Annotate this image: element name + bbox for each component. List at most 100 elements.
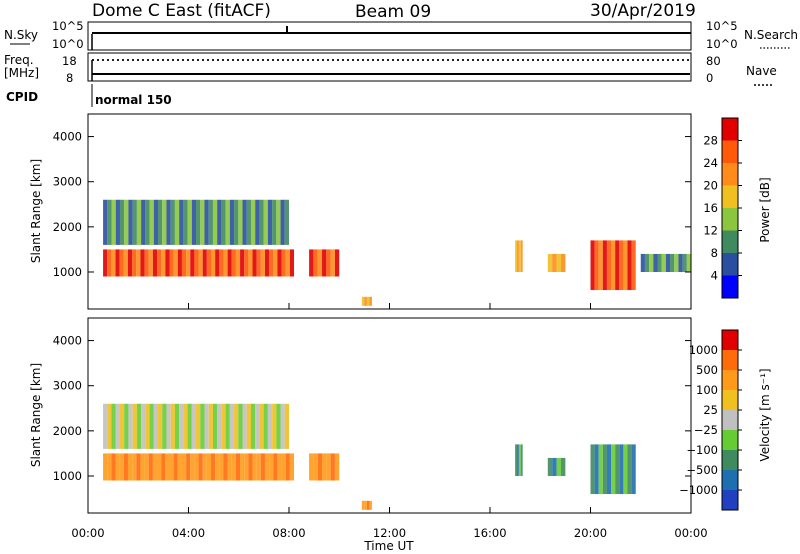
- xtick-label: 16:00: [473, 526, 506, 540]
- freq-panel: [87, 52, 692, 82]
- xaxis-label: Time UT: [363, 539, 414, 553]
- data-cell: [212, 199, 218, 245]
- data-cell: [132, 403, 137, 449]
- colorbar-swatch: [722, 450, 738, 470]
- data-cell: [194, 249, 199, 277]
- data-cell: [198, 453, 203, 481]
- data-cell: [665, 253, 671, 272]
- data-cell: [141, 199, 146, 245]
- data-cell: [289, 453, 295, 481]
- data-cell: [119, 453, 124, 481]
- data-cell: [644, 253, 650, 272]
- data-cell: [272, 199, 277, 245]
- data-cell: [657, 253, 662, 272]
- data-cell: [119, 199, 125, 245]
- data-cell: [611, 444, 616, 495]
- data-cell: [141, 403, 146, 449]
- data-cell: [223, 453, 228, 481]
- cpid-label: CPID: [6, 90, 38, 104]
- data-cell: [361, 296, 365, 306]
- data-cell: [127, 453, 133, 481]
- data-cell: [517, 444, 519, 476]
- velocity-colorbar: 1000 500 100 25 −25 −100 −500 −1000: [679, 329, 742, 511]
- data-cell: [202, 453, 207, 481]
- data-cell: [276, 199, 281, 245]
- data-cell: [221, 199, 226, 245]
- data-cell: [115, 199, 120, 245]
- noise-tick-bottom-right: 10^0: [706, 37, 738, 51]
- data-cell: [187, 199, 192, 245]
- data-cell: [309, 453, 314, 481]
- data-cell: [215, 453, 220, 481]
- power-data: [103, 199, 691, 306]
- data-cell: [132, 453, 137, 481]
- data-cell: [107, 249, 112, 277]
- data-cell: [206, 249, 212, 277]
- data-cell: [594, 444, 599, 495]
- colorbar-swatch: [722, 208, 738, 231]
- ytick-label: 2000: [53, 424, 82, 438]
- nave-tick-bottom: 0: [706, 71, 713, 85]
- data-cell: [552, 253, 557, 272]
- data-cell: [256, 249, 261, 277]
- data-cell: [158, 403, 163, 449]
- data-cell: [115, 249, 120, 277]
- data-cell: [174, 403, 180, 449]
- data-cell: [619, 240, 624, 291]
- data-cell: [148, 453, 153, 481]
- data-cell: [598, 444, 603, 495]
- data-cell: [277, 453, 282, 481]
- data-cell: [518, 444, 521, 476]
- data-cell: [246, 199, 251, 245]
- data-cell: [124, 403, 129, 449]
- velocity-colorbar-label: Velocity [m s⁻¹]: [758, 368, 772, 461]
- data-cell: [674, 253, 679, 272]
- data-cell: [140, 249, 145, 277]
- data-cell: [162, 403, 167, 449]
- data-cell: [158, 199, 163, 245]
- power-colorbar-label: Power [dB]: [758, 177, 772, 242]
- data-cell: [235, 453, 241, 481]
- power-panel: 4000 3000 2000 1000 Slant Range [km]: [29, 113, 692, 310]
- data-cell: [190, 249, 195, 277]
- colorbar-tick-label: −25: [694, 423, 718, 437]
- date-title: 30/Apr/2019: [590, 1, 696, 21]
- xtick-label: 00:00: [674, 526, 707, 540]
- data-cell: [246, 403, 251, 449]
- data-cell: [132, 249, 137, 277]
- colorbar-swatch: [722, 370, 738, 390]
- data-cell: [260, 249, 265, 277]
- nave-label: Nave: [746, 64, 777, 78]
- data-cell: [248, 249, 253, 277]
- data-cell: [322, 453, 327, 481]
- colorbar-swatch: [722, 140, 738, 163]
- data-cell: [152, 249, 158, 277]
- xtick-label: 20:00: [574, 526, 607, 540]
- data-cell: [238, 199, 243, 245]
- data-cell: [107, 199, 112, 245]
- data-cell: [111, 199, 116, 245]
- data-cell: [161, 249, 166, 277]
- data-cell: [326, 249, 331, 277]
- data-cell: [179, 199, 184, 245]
- colorbar-tick-label: −100: [686, 443, 718, 457]
- colorbar-tick-label: 28: [703, 134, 718, 148]
- colorbar-tick-label: 1000: [689, 343, 718, 357]
- data-cell: [191, 403, 197, 449]
- time-axis: 00:00 04:00 08:00 12:00 16:00 20:00 00:00: [71, 303, 708, 540]
- data-cell: [186, 249, 191, 277]
- data-cell: [520, 240, 523, 272]
- colorbar-swatch: [722, 253, 738, 276]
- data-cell: [183, 199, 188, 245]
- data-cell: [334, 249, 340, 277]
- data-cell: [640, 253, 645, 272]
- colorbar-swatch: [722, 230, 738, 253]
- data-cell: [187, 403, 192, 449]
- data-cell: [317, 453, 323, 481]
- data-cell: [273, 453, 278, 481]
- data-cell: [606, 444, 612, 495]
- data-cell: [111, 453, 116, 481]
- data-cell: [269, 249, 274, 277]
- nsearch-label: N.Search: [744, 28, 798, 42]
